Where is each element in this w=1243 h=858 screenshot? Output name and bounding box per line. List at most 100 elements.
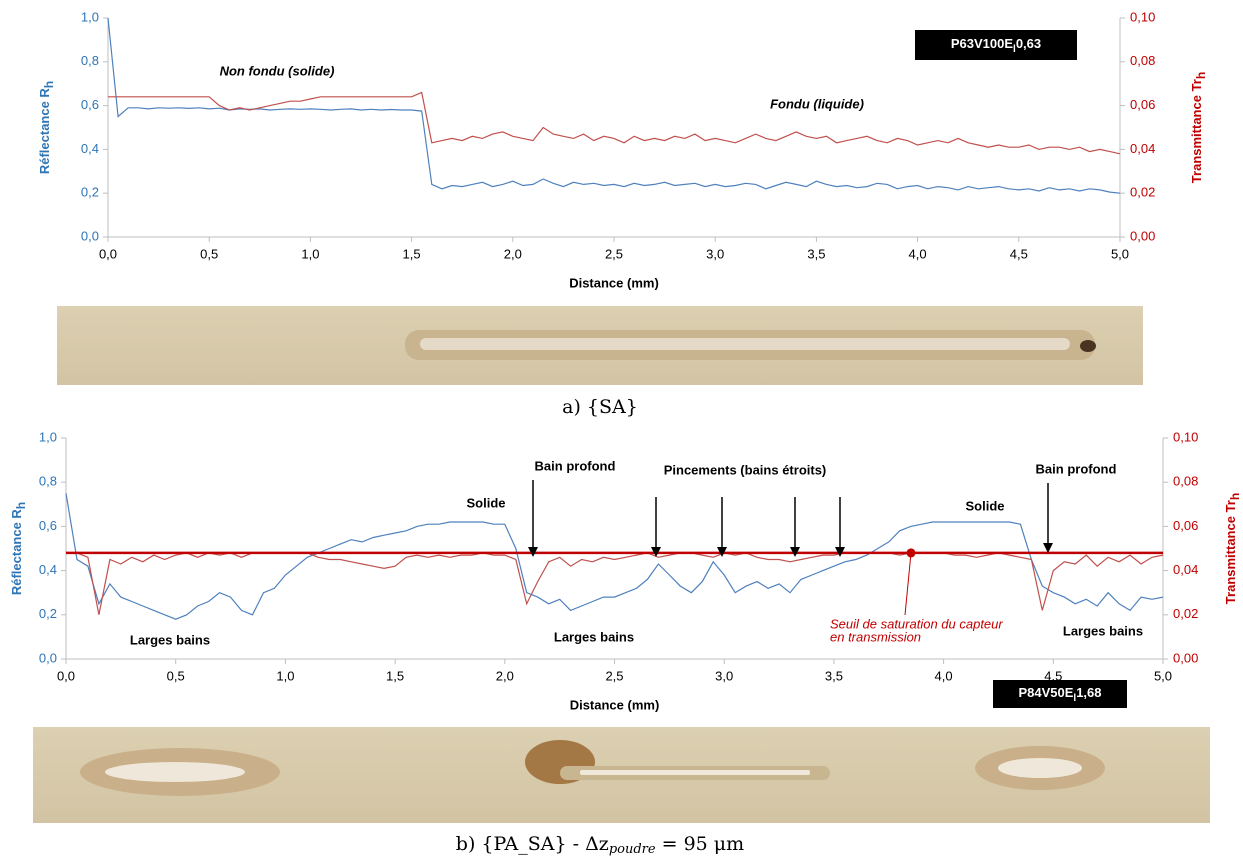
y-tick-label: 0,2 [81,185,99,200]
annotation: Bain profond [535,458,616,473]
annotation: Non fondu (solide) [220,63,335,78]
tag-label-main: P63V100E [951,36,1013,51]
y2-tick-label: 0,04 [1130,141,1155,156]
y2-tick-label: 0,10 [1173,429,1198,444]
x-tick-label: 0,5 [167,668,185,683]
y2-tick-label: 0,06 [1130,97,1155,112]
threshold-label: Seuil de saturation du capteur [830,616,1003,631]
x-tick-label: 3,5 [825,668,843,683]
x-tick-label: 3,0 [706,246,724,261]
tag-label: P63V100El0,63 [951,36,1041,54]
caption: a) {SA} [562,396,638,418]
x-tick-label: 2,5 [605,246,623,261]
x-tick-label: 2,0 [496,668,514,683]
y2-tick-label: 0,02 [1130,185,1155,200]
y-tick-label: 1,0 [81,9,99,24]
x-tick-label: 4,5 [1010,246,1028,261]
annotation: Larges bains [130,632,210,647]
y-tick-label: 0,4 [81,141,99,156]
x-axis-title: Distance (mm) [570,697,660,712]
y2-tick-label: 0,00 [1173,650,1198,665]
x-tick-label: 5,0 [1154,668,1172,683]
tag-label-rest: 0,63 [1016,36,1041,51]
x-tick-label: 2,5 [605,668,623,683]
y2-axis-title-main: Transmittance Tr [1189,79,1204,183]
annotation: Solide [965,498,1004,513]
tag-box [993,680,1127,708]
y-tick-label: 0,0 [39,650,57,665]
tag-label-main: P84V50E [1018,685,1073,700]
series-line [65,493,1164,620]
photo-track-b [33,727,1210,823]
x-tick-label: 0,5 [200,246,218,261]
x-tick-label: 1,0 [276,668,294,683]
arrow-head [717,547,727,557]
threshold-label: en transmission [830,629,921,644]
arrow-head [1043,543,1053,553]
arrow-head [790,547,800,557]
arrow-head [835,547,845,557]
y-tick-label: 1,0 [39,429,57,444]
x-tick-label: 1,0 [301,246,319,261]
x-tick-label: 0,0 [99,246,117,261]
x-axis-title: Distance (mm) [569,275,659,290]
y2-tick-label: 0,00 [1130,228,1155,243]
caption-sub: poudre [609,842,656,857]
threshold-pointer [904,552,912,616]
x-tick-label: 3,5 [807,246,825,261]
y2-tick-label: 0,08 [1173,474,1198,489]
y-axis-title: Réflectance Rh [37,81,56,174]
annotation: Bain profond [1036,461,1117,476]
tag-label: P84V50El1,68 [1018,685,1101,703]
x-tick-label: 4,0 [935,668,953,683]
tag-box [915,30,1077,60]
y2-axis-title: Transmittance Trh [1189,72,1208,183]
caption-main: b) {PA_SA} - Δz [456,833,609,855]
x-tick-label: 1,5 [386,668,404,683]
y2-axis-title: Transmittance Trh [1223,493,1242,604]
annotation: Larges bains [554,629,634,644]
annotation: Larges bains [1063,623,1143,638]
y-tick-label: 0,6 [39,518,57,533]
y2-axis-title-sub: h [1228,493,1242,500]
y-tick-label: 0,6 [81,97,99,112]
arrow-head [528,547,538,557]
annotation: Pincements (bains étroits) [664,462,827,477]
y-axis-title: Réflectance Rh [9,502,28,595]
y-axis-title-main: Réflectance R [37,88,52,175]
y2-tick-label: 0,02 [1173,606,1198,621]
photo-track-a [57,306,1143,385]
y-tick-label: 0,4 [39,562,57,577]
tag-label-sub: l [1073,693,1076,704]
y2-tick-label: 0,06 [1173,518,1198,533]
y-axis-title-main: Réflectance R [9,509,24,596]
x-tick-label: 2,0 [504,246,522,261]
arrow-head [651,547,661,557]
annotation: Fondu (liquide) [770,96,864,111]
y-tick-label: 0,8 [39,474,57,489]
tag-label-rest: 1,68 [1076,685,1101,700]
series-line [107,17,1121,194]
caption-rest: = 95 μm [656,833,745,855]
x-tick-label: 4,0 [909,246,927,261]
annotation: Solide [466,495,505,510]
y2-tick-label: 0,10 [1130,9,1155,24]
x-tick-label: 3,0 [715,668,733,683]
caption-main: a) {SA} [562,396,638,418]
y2-axis-title-main: Transmittance Tr [1223,500,1238,604]
x-tick-label: 5,0 [1111,246,1129,261]
y2-tick-label: 0,08 [1130,53,1155,68]
tag-label-sub: l [1013,44,1016,55]
series-line [66,552,1164,615]
x-tick-label: 1,5 [403,246,421,261]
y-tick-label: 0,0 [81,228,99,243]
series-line [108,91,1121,155]
x-tick-label: 4,5 [1044,668,1062,683]
y-tick-label: 0,2 [39,606,57,621]
y-axis-title-sub: h [42,81,56,88]
x-tick-label: 0,0 [57,668,75,683]
y2-tick-label: 0,04 [1173,562,1198,577]
caption: b) {PA_SA} - Δzpoudre = 95 μm [456,833,744,857]
y-tick-label: 0,8 [81,53,99,68]
